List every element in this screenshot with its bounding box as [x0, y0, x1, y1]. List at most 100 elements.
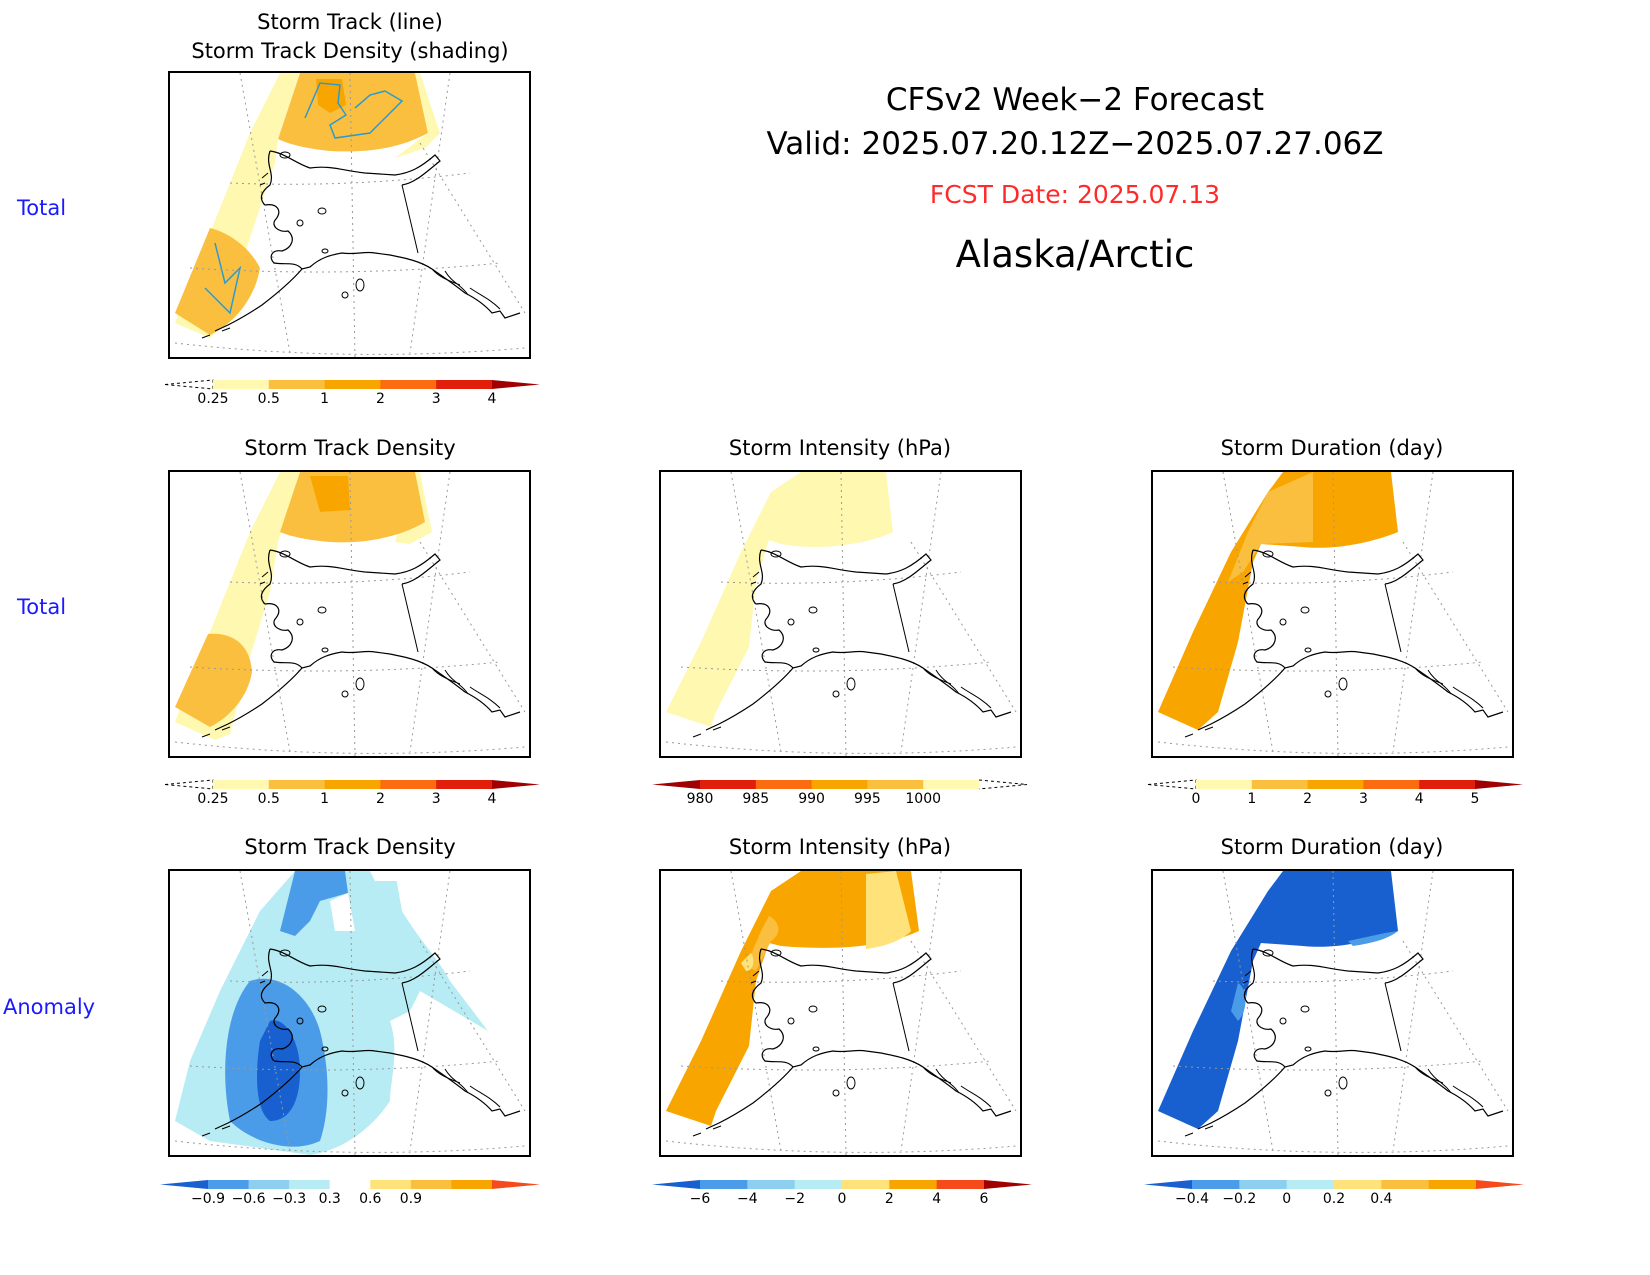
- density_total-tick-label: 4: [488, 391, 497, 407]
- fcst-date: FCST Date: 2025.07.13: [929, 180, 1221, 209]
- intensity_total-swatch-3: [811, 780, 868, 789]
- density_total-swatch-0: [164, 379, 214, 390]
- duration_total-tick-label: 4: [1415, 791, 1424, 807]
- density_total-colorbar-svg: 0.25 0.5 1 2 3 4: [164, 379, 540, 407]
- panel1-title-line1: Storm Track (line): [257, 10, 443, 34]
- density_anom-swatch-2: [248, 1180, 290, 1189]
- duration_anom-swatch-2: [1239, 1180, 1288, 1189]
- density_total-swatch-3: [324, 380, 381, 389]
- panel1-colorbar: 0.25 0.5 1 2 3 4: [164, 378, 540, 412]
- density_total-swatch-6: [492, 780, 540, 789]
- density_total-tick-label: 1: [320, 791, 329, 807]
- panel7-colorbar: −0.4 −0.2 0 0.2 0.4: [1144, 1178, 1524, 1212]
- density_total-swatch-4: [380, 780, 437, 789]
- density_anom-tick-label: −0.6: [232, 1191, 266, 1207]
- duration_anom-tick-label: 0.4: [1370, 1191, 1392, 1207]
- duration_anom-swatch-5: [1381, 1180, 1430, 1189]
- density_total-tick-label: 2: [376, 791, 385, 807]
- panel1-map: [168, 71, 531, 359]
- duration_total-swatch-4: [1363, 780, 1420, 789]
- panel5-colorbar: −0.9 −0.6 −0.3 0.3 0.6 0.9: [160, 1178, 540, 1212]
- panel6-title: Storm Intensity (hPa): [728, 835, 952, 859]
- duration_total-swatch-0: [1147, 779, 1197, 790]
- intensity_anom-swatch-3: [794, 1180, 843, 1189]
- panel3-title: Storm Intensity (hPa): [728, 436, 952, 460]
- intensity_anom-tick-label: −6: [690, 1191, 711, 1207]
- density_total-tick-label: 4: [488, 791, 497, 807]
- density_anom-swatch-0: [160, 1180, 208, 1189]
- density_total-swatch-2: [268, 780, 326, 789]
- duration_total-swatch-6: [1475, 780, 1523, 789]
- panel4-map: [1151, 470, 1514, 758]
- intensity_anom-swatch-5: [889, 1180, 938, 1189]
- panel3-map: [659, 470, 1022, 758]
- intensity_anom-swatch-7: [984, 1180, 1032, 1189]
- density_anom-tick-label: 0.6: [359, 1191, 381, 1207]
- density_anom-swatch-5: [370, 1180, 412, 1189]
- density_total-swatch-6: [492, 380, 540, 389]
- intensity_total-swatch-5: [923, 780, 980, 789]
- duration_anom-tick-label: 0.2: [1323, 1191, 1345, 1207]
- panel2-title: Storm Track Density: [244, 436, 456, 460]
- panel3-colorbar: 980 985 990 995 1000: [652, 778, 1028, 812]
- duration_anom-swatch-7: [1476, 1180, 1524, 1189]
- panel2-map: [168, 470, 531, 758]
- density_anom-tick-label: −0.9: [191, 1191, 225, 1207]
- intensity_total-tick-label: 995: [854, 791, 881, 807]
- density_total-tick-label: 0.25: [197, 791, 228, 807]
- density_total-tick-label: 3: [432, 391, 441, 407]
- intensity_anom-swatch-4: [842, 1180, 890, 1189]
- density_anom-swatch-8: [492, 1180, 540, 1189]
- density_total-colorbar-svg: 0.25 0.5 1 2 3 4: [164, 779, 540, 807]
- row-label-total-2: Total: [17, 595, 67, 619]
- density_total-tick-label: 1: [320, 391, 329, 407]
- density_anom-tick-label: −0.3: [272, 1191, 306, 1207]
- panel4-title: Storm Duration (day): [1220, 436, 1444, 460]
- density_total-swatch-5: [436, 780, 493, 789]
- panel6-colorbar: −6 −4 −2 0 2 4 6: [652, 1178, 1032, 1212]
- density_anom-swatch-3: [289, 1180, 331, 1189]
- density_total-tick-label: 2: [376, 391, 385, 407]
- density_anom-tick-label: 0.3: [319, 1191, 341, 1207]
- intensity_total-swatch-2: [755, 780, 813, 789]
- duration_anom-tick-label: −0.4: [1175, 1191, 1209, 1207]
- intensity_anom-swatch-6: [936, 1180, 985, 1189]
- intensity_total-tick-label: 990: [798, 791, 825, 807]
- forecast-title: CFSv2 Week−2 Forecast: [885, 82, 1265, 118]
- panel5-map: [168, 869, 531, 1157]
- intensity_total-colorbar-svg: 980 985 990 995 1000: [652, 779, 1028, 807]
- intensity_total-swatch-0: [652, 780, 700, 789]
- row-label-total-1: Total: [17, 196, 67, 220]
- duration_total-tick-label: 2: [1303, 791, 1312, 807]
- density_total-swatch-1: [213, 380, 270, 389]
- density_total-swatch-0: [164, 779, 214, 790]
- intensity_total-tick-label: 985: [742, 791, 769, 807]
- panel4-colorbar: 0 1 2 3 4 5: [1147, 778, 1523, 812]
- duration_total-tick-label: 5: [1471, 791, 1480, 807]
- density_total-tick-label: 3: [432, 791, 441, 807]
- duration_anom-swatch-6: [1428, 1180, 1477, 1189]
- density_total-swatch-2: [268, 380, 326, 389]
- intensity_total-swatch-6: [978, 779, 1028, 790]
- duration_anom-swatch-4: [1334, 1180, 1382, 1189]
- density_anom-swatch-7: [451, 1180, 493, 1189]
- duration_total-tick-label: 0: [1192, 791, 1201, 807]
- panel2-colorbar: 0.25 0.5 1 2 3 4: [164, 778, 540, 812]
- density_anom-colorbar-svg: −0.9 −0.6 −0.3 0.3 0.6 0.9: [160, 1180, 540, 1207]
- intensity_anom-swatch-1: [700, 1180, 748, 1189]
- panel5-title: Storm Track Density: [244, 835, 456, 859]
- density_anom-swatch-4: [329, 1180, 371, 1189]
- intensity_anom-tick-label: 2: [885, 1191, 894, 1207]
- intensity_total-swatch-1: [700, 780, 757, 789]
- density_total-tick-label: 0.5: [258, 391, 280, 407]
- density_total-swatch-4: [380, 380, 437, 389]
- density_total-swatch-3: [324, 780, 381, 789]
- density_total-swatch-5: [436, 380, 493, 389]
- panel6-map: [659, 869, 1022, 1157]
- duration_anom-swatch-1: [1192, 1180, 1240, 1189]
- duration_anom-swatch-0: [1144, 1180, 1192, 1189]
- duration_total-tick-label: 3: [1359, 791, 1368, 807]
- intensity_total-tick-label: 980: [687, 791, 714, 807]
- duration_total-swatch-3: [1307, 780, 1364, 789]
- intensity_anom-tick-label: 0: [838, 1191, 847, 1207]
